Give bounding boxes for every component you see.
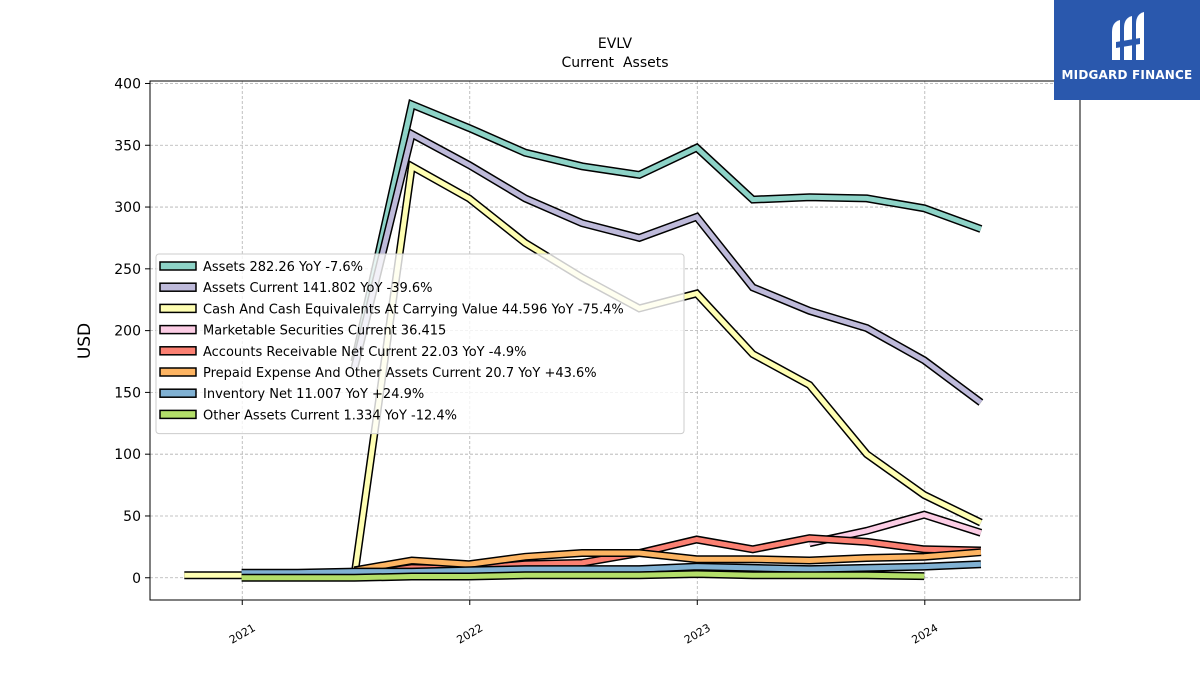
series-line — [350, 98, 983, 363]
logo-mark-icon — [1112, 12, 1144, 60]
legend-swatch — [159, 282, 197, 292]
legend: Assets 282.26 YoY -7.6% Assets Current 14… — [155, 253, 685, 435]
legend-entry: Other Assets Current 1.334 YoY -12.4% — [203, 408, 457, 423]
x-tick-label: 2021 — [227, 621, 258, 646]
legend-swatch — [159, 261, 197, 271]
legend-entry: Inventory Net 11.007 YoY +24.9% — [203, 387, 424, 402]
plot-frame — [149, 80, 1081, 601]
series-line-stroke — [352, 101, 982, 363]
x-tick-label: 2023 — [682, 621, 713, 646]
legend-box — [155, 253, 685, 435]
legend-entry: Marketable Securities Current 36.415 — [203, 324, 446, 339]
legend-swatch — [159, 409, 197, 420]
x-tick-label: 2022 — [455, 621, 486, 646]
y-tick-label: 400 — [114, 76, 141, 92]
series-line — [241, 569, 925, 582]
y-tick-label: 50 — [123, 509, 141, 525]
series-line-stroke — [352, 130, 983, 405]
legend-swatch — [159, 303, 197, 314]
series-line — [350, 128, 984, 406]
y-tick-label: 250 — [114, 262, 141, 278]
series-line — [241, 560, 982, 577]
chart-subtitle: Current Assets — [561, 55, 668, 71]
legend-swatch — [159, 346, 197, 356]
series-line-stroke — [241, 561, 982, 576]
x-tick-label: 2024 — [910, 621, 941, 646]
legend-entry: Cash And Cash Equivalents At Carrying Va… — [203, 302, 624, 317]
legend-entry: Prepaid Expense And Other Assets Current… — [203, 366, 597, 381]
legend-entry: Accounts Receivable Net Current 22.03 Yo… — [203, 345, 526, 360]
y-tick-label: 300 — [114, 200, 141, 216]
y-tick-label: 100 — [114, 447, 141, 463]
legend-entry: Assets 282.26 YoY -7.6% — [203, 260, 363, 275]
series-line — [353, 548, 982, 575]
legend-swatch — [159, 388, 197, 398]
y-axis-label: USD — [75, 323, 95, 359]
legend-swatch — [159, 367, 197, 377]
y-tick-label: 150 — [114, 385, 141, 401]
y-tick-label: 200 — [114, 324, 141, 340]
y-tick-label: 350 — [114, 138, 141, 154]
series-line-stroke — [241, 571, 925, 581]
legend-entry: Assets Current 141.802 YoY -39.6% — [203, 281, 433, 296]
logo-text: MIDGARD FINANCE — [1061, 68, 1193, 82]
chart-title: EVLV — [598, 36, 633, 52]
plot-area — [184, 98, 984, 582]
series-line-stroke — [354, 549, 982, 573]
legend-swatch — [159, 324, 197, 335]
logo: MIDGARD FINANCE — [1054, 0, 1200, 100]
y-tick-label: 0 — [132, 571, 141, 587]
